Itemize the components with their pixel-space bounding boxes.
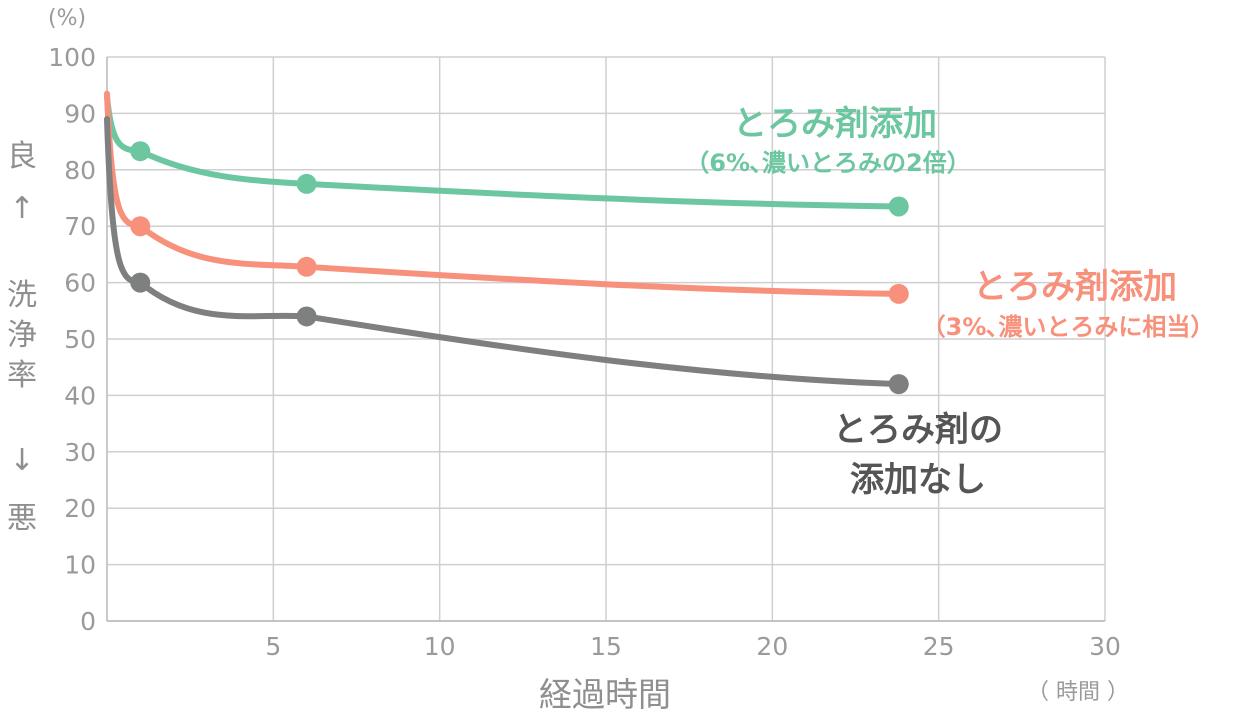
series-points [130,141,909,395]
series-3-name-line-1: とろみ剤の [833,410,1003,450]
y-tick-label: 30 [64,438,96,467]
x-tick-label: 15 [590,632,622,661]
x-tick-label: 5 [265,632,281,661]
data-point [888,283,909,304]
y-tick-label: 20 [64,494,96,523]
data-point [296,173,317,194]
data-point [888,196,909,217]
series-3-name-line-2: 添加なし [850,460,986,500]
y-label-char-2: 浄 [7,318,37,353]
series-2-name: とろみ剤添加 [973,267,1177,307]
y-tick-label: 50 [64,325,96,354]
data-point [296,306,317,327]
y-label-arrow-up: ↑ [9,191,34,226]
y-label-good: 良 [7,139,37,174]
x-tick-label: 20 [756,632,788,661]
y-tick-label: 10 [64,551,96,580]
y-label-char-1: 洗 [7,278,37,313]
x-unit-label: （ 時間 ） [1027,680,1129,705]
data-point [130,216,151,237]
y-tick-label: 70 [64,212,96,241]
data-point [130,272,151,293]
y-tick-label: 100 [48,43,96,72]
series-2-note: （3%､濃いとろみに相当） [922,313,1215,341]
y-tick-labels: 0 10 20 30 40 50 60 70 80 90 100 [48,43,96,636]
y-label-arrow-down: ↓ [9,443,34,478]
data-point [296,256,317,277]
data-point [888,374,909,395]
series-line-2 [104,90,902,297]
y-tick-label: 90 [64,99,96,128]
x-axis-title: 経過時間 [539,675,671,714]
y-label-bad: 悪 [7,501,37,536]
y-tick-label: 60 [64,269,96,298]
y-tick-label: 80 [64,156,96,185]
x-tick-label: 25 [923,632,955,661]
data-point [130,141,151,162]
x-tick-label: 30 [1089,632,1121,661]
x-tick-labels: 5 10 15 20 25 30 [265,632,1121,661]
y-label-char-3: 率 [7,358,37,393]
y-tick-label: 40 [64,381,96,410]
y-unit-label: (%) [48,6,86,31]
x-tick-label: 10 [424,632,456,661]
series-1-note: （6%､濃いとろみの2倍） [685,149,970,177]
series-line-3 [104,116,902,388]
y-tick-label: 0 [80,607,96,636]
series-1-name: とろみ剤添加 [733,104,937,144]
